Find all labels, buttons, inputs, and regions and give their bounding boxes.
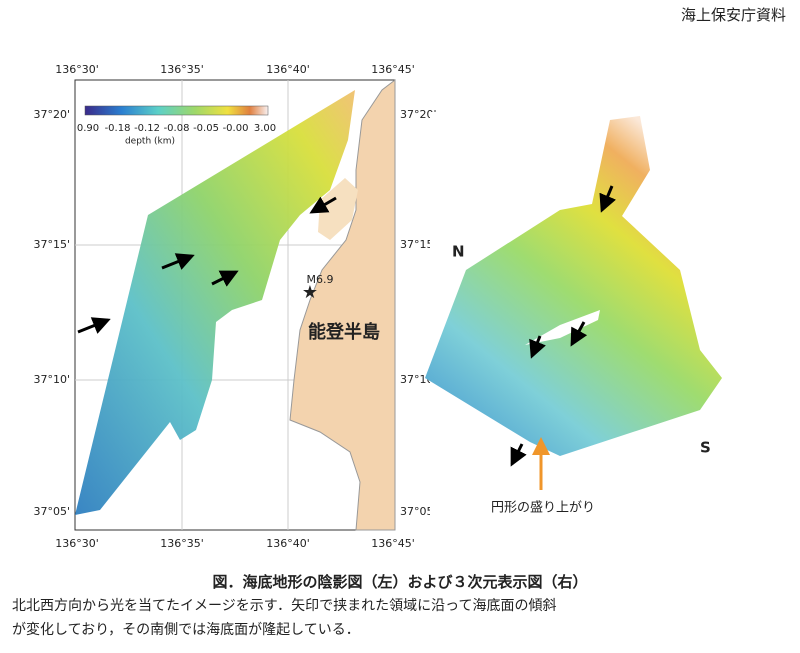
annotation-label: 円形の盛り上がり	[491, 501, 595, 516]
lat-label: 37°05'	[400, 505, 437, 518]
lat-label: 37°20'	[400, 108, 437, 121]
colorbar-label: -0.12	[134, 123, 160, 134]
right-view: N S 円形の盛り上がり	[425, 112, 800, 532]
colorbar-title: depth (km)	[125, 137, 175, 147]
epicenter-star: ★	[302, 282, 318, 303]
south-label: S	[700, 439, 711, 457]
colorbar	[84, 105, 269, 116]
epicenter-label: M6.9	[307, 273, 334, 286]
header: 海上保安庁資料	[681, 6, 786, 24]
left-map: depth (km) ★ M6.9 能登半島 136°30' 136°30' 136…	[33, 63, 436, 550]
bay-shallow	[318, 178, 358, 240]
colorbar-label: -0.18	[105, 123, 131, 134]
caption-line: が変化しており，その南側では海底面が隆起している．	[12, 621, 360, 638]
bathymetry-swath	[75, 90, 355, 515]
lon-label: 136°45'	[371, 63, 415, 76]
arrows	[77, 196, 337, 334]
lon-label: 136°35'	[160, 537, 204, 550]
lat-label: 37°10'	[33, 373, 70, 386]
colorbar-label: 3.00	[254, 123, 276, 134]
arrows-3d	[510, 185, 617, 467]
north-label: N	[452, 243, 465, 261]
lon-label: 136°45'	[371, 537, 415, 550]
caption-title: 図．海底地形の陰影図（左）および３次元表示図（右）	[212, 573, 587, 591]
land	[289, 78, 396, 531]
lon-label: 136°40'	[266, 537, 310, 550]
lon-label: 136°40'	[266, 63, 310, 76]
lon-label: 136°35'	[160, 63, 204, 76]
lon-label: 136°30'	[55, 537, 99, 550]
peninsula-label: 能登半島	[308, 321, 380, 343]
caption-line: 北北西方向から光を当てたイメージを示す．矢印で挟まれた領域に沿って海底面の傾斜	[12, 597, 556, 614]
colorbar-label: 0.90	[77, 123, 99, 134]
colorbar-label: -0.05	[193, 123, 219, 134]
colorbar-label: -0.00	[223, 123, 249, 134]
data-gap	[525, 310, 600, 345]
3d-surface	[425, 116, 722, 456]
lat-label: 37°20'	[33, 108, 70, 121]
lat-label: 37°15'	[33, 238, 70, 251]
colorbar-label: -0.08	[164, 123, 190, 134]
lat-label: 37°15'	[400, 238, 437, 251]
lat-label: 37°05'	[33, 505, 70, 518]
lon-label: 136°30'	[55, 63, 99, 76]
